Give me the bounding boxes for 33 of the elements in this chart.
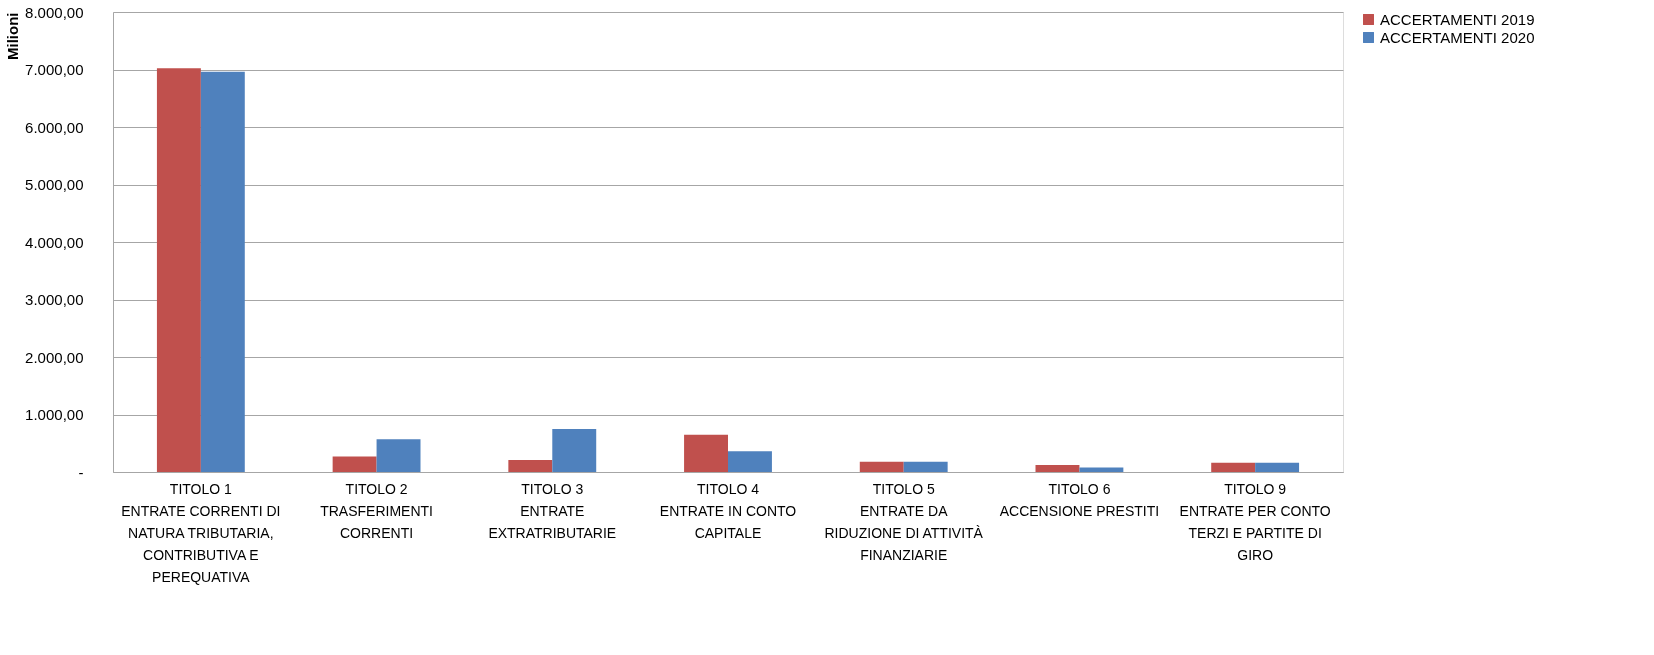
legend-label: ACCERTAMENTI 2019 bbox=[1380, 10, 1535, 28]
y-tick-label: - bbox=[78, 463, 84, 481]
bar bbox=[376, 439, 421, 472]
x-tick-label: TITOLO 5 ENTRATE DA RIDUZIONE DI ATTIVITÀ FINANZIARIE bbox=[824, 480, 984, 563]
x-tick-label: TITOLO 6 ACCENSIONE PRESTITI bbox=[999, 480, 1160, 519]
y-tick-label: 2.000,00 bbox=[25, 348, 84, 366]
bar bbox=[1211, 462, 1256, 472]
bar bbox=[903, 461, 948, 472]
y-axis-title: Milioni bbox=[4, 12, 22, 60]
bar bbox=[684, 434, 728, 472]
x-tick-label: TITOLO 1 ENTRATE CORRENTI DI NATURA TRIBUTARIA, CONTRIBUTIVA E PEREQUATIVA bbox=[121, 480, 281, 585]
y-tick-label: 7.000,00 bbox=[25, 61, 84, 78]
y-tick-label: 4.000,00 bbox=[25, 233, 84, 251]
y-tick-label: 8.000,00 bbox=[25, 3, 84, 21]
bar bbox=[728, 451, 772, 472]
y-tick-label: 1.000,00 bbox=[25, 406, 84, 423]
y-tick-label: 6.000,00 bbox=[25, 118, 84, 136]
y-tick-label: 3.000,00 bbox=[25, 291, 84, 308]
x-tick-label: TITOLO 9 ENTRATE PER CONTO TERZI E PARTITE DI GIRO bbox=[1179, 480, 1331, 563]
bar bbox=[508, 459, 553, 472]
bar bbox=[552, 428, 597, 472]
y-tick-label: 5.000,00 bbox=[25, 176, 84, 193]
x-tick-label: TITOLO 4 ENTRATE IN CONTO CAPITALE bbox=[659, 480, 797, 541]
bar bbox=[1079, 467, 1124, 472]
bar bbox=[1035, 465, 1080, 472]
bar bbox=[200, 71, 245, 472]
bar bbox=[1255, 462, 1300, 472]
x-tick-label: TITOLO 3 ENTRATE EXTRATRIBUTARIE bbox=[488, 480, 617, 541]
bar bbox=[156, 68, 201, 472]
x-tick-label: TITOLO 2 TRASFERIMENTI CORRENTI bbox=[320, 480, 433, 541]
bar bbox=[859, 461, 904, 472]
legend-label: ACCERTAMENTI 2020 bbox=[1380, 28, 1535, 46]
bar bbox=[332, 456, 377, 472]
